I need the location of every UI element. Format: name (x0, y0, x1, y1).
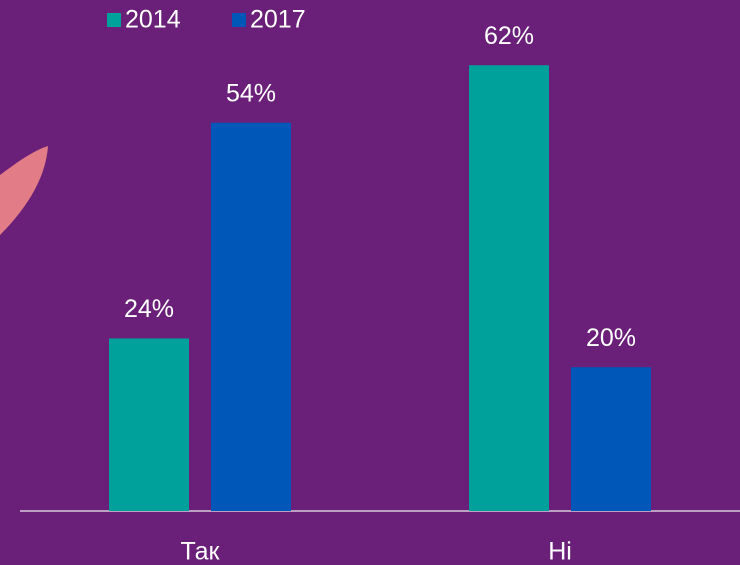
value-label: 24% (124, 295, 174, 323)
x-tick-label: Ні (548, 538, 572, 565)
value-label: 54% (226, 79, 276, 107)
legend-label: 2014 (125, 6, 181, 34)
legend-label: 2017 (250, 6, 306, 34)
chart: Так 24% 54% Ні 62% 20% 2014 2017 (0, 0, 740, 565)
legend-swatch (107, 13, 121, 27)
bar (211, 123, 291, 511)
bar (469, 65, 549, 511)
bar (571, 367, 651, 511)
value-label: 20% (586, 324, 636, 352)
x-tick-label: Так (181, 538, 221, 565)
value-label: 62% (484, 22, 534, 50)
legend-swatch (232, 13, 246, 27)
bar (109, 338, 189, 511)
